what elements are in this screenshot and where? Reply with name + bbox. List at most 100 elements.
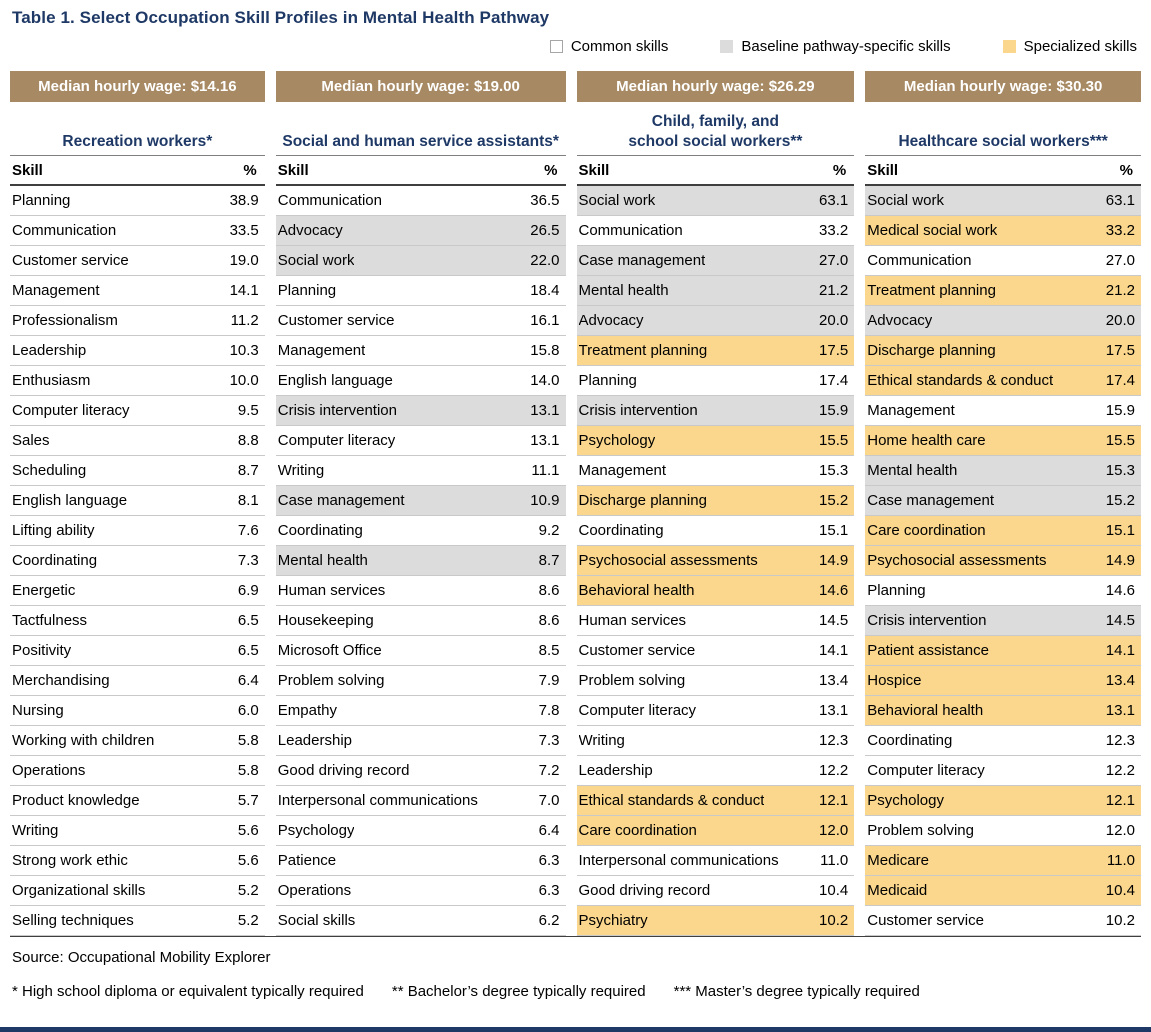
skill-row: Mental health 8.7	[275, 546, 566, 576]
legend-item: Common skills	[549, 38, 668, 55]
skill-row: Case management 27.0	[576, 246, 855, 276]
percent-cell: 10.3	[229, 342, 259, 359]
skill-cell: Working with children	[12, 732, 155, 749]
skill-row: Human services 8.6	[275, 576, 566, 606]
skill-row: Customer service 19.0	[10, 246, 265, 276]
skill-row: Communication 33.5	[10, 216, 265, 246]
skill-row: Interpersonal communications 11.0	[576, 846, 855, 876]
skill-cell: Treatment planning	[867, 282, 996, 299]
percent-cell: 10.2	[819, 912, 849, 929]
skill-cell: Leadership	[12, 342, 87, 359]
percent-cell: 14.1	[819, 642, 849, 659]
percent-cell: 33.2	[819, 222, 849, 239]
column-header-row: Skill %	[10, 156, 265, 186]
skill-cell: Advocacy	[277, 222, 343, 239]
percent-cell: 14.9	[1105, 552, 1135, 569]
skill-row: Communication 33.2	[576, 216, 855, 246]
wage-banner: Median hourly wage: $26.29	[576, 71, 855, 102]
skill-cell: Positivity	[12, 642, 72, 659]
column-header-row: Skill %	[275, 156, 566, 186]
skill-cell: Problem solving	[578, 672, 686, 689]
percent-cell: 15.1	[819, 522, 849, 539]
skill-row: Ethical standards & conduct 17.4	[865, 366, 1141, 396]
skill-row: Crisis intervention 14.5	[865, 606, 1141, 636]
percent-cell: 6.3	[538, 882, 560, 899]
occupation-title: Healthcare social workers***	[865, 111, 1141, 156]
skill-cell: Writing	[277, 462, 325, 479]
percent-cell: 12.3	[819, 732, 849, 749]
skill-cell: Writing	[12, 822, 59, 839]
skill-cell: Ethical standards & conduct	[867, 372, 1054, 389]
skill-cell: Customer service	[277, 312, 395, 329]
bottom-accent-bar	[0, 1027, 1151, 1032]
skill-row: Ethical standards & conduct 12.1	[576, 786, 855, 816]
percent-cell: 14.1	[1105, 642, 1135, 659]
skill-row: Sales 8.8	[10, 426, 265, 456]
skill-row: Computer literacy 9.5	[10, 396, 265, 426]
skill-cell: Crisis intervention	[578, 402, 698, 419]
skill-cell: Treatment planning	[578, 342, 708, 359]
skill-cell: Psychology	[867, 792, 944, 809]
percent-cell: 17.5	[1105, 342, 1135, 359]
skill-cell: Nursing	[12, 702, 64, 719]
percent-cell: 63.1	[1105, 192, 1135, 209]
skill-row: English language 14.0	[275, 366, 566, 396]
percent-cell: 15.9	[819, 402, 849, 419]
percent-cell: 14.6	[1105, 582, 1135, 599]
legend: Common skills Baseline pathway-specific …	[10, 38, 1137, 55]
percent-cell: 6.2	[538, 912, 560, 929]
percent-cell: 27.0	[1105, 252, 1135, 269]
skill-row: Treatment planning 17.5	[576, 336, 855, 366]
skill-cell: Social work	[277, 252, 355, 269]
skill-row: Tactfulness 6.5	[10, 606, 265, 636]
skill-cell: Strong work ethic	[12, 852, 128, 869]
skill-row: Customer service 16.1	[275, 306, 566, 336]
skill-cell: Patient assistance	[867, 642, 989, 659]
skill-row: Interpersonal communications 7.0	[275, 786, 566, 816]
skill-row: Merchandising 6.4	[10, 666, 265, 696]
skill-cell: Social work	[578, 192, 656, 209]
percent-cell: 15.5	[819, 432, 849, 449]
percent-cell: 17.4	[819, 372, 849, 389]
percent-cell: 7.3	[538, 732, 560, 749]
skill-row: Leadership 7.3	[275, 726, 566, 756]
skill-row: Treatment planning 21.2	[865, 276, 1141, 306]
skill-row: Working with children 5.8	[10, 726, 265, 756]
percent-cell: 5.8	[237, 762, 259, 779]
skill-cell: Psychiatry	[578, 912, 648, 929]
skill-cell: Behavioral health	[578, 582, 695, 599]
percent-cell: 8.6	[538, 612, 560, 629]
percent-cell: 18.4	[530, 282, 560, 299]
skill-cell: Mental health	[277, 552, 368, 569]
percent-cell: 6.0	[237, 702, 259, 719]
percent-cell: 14.0	[530, 372, 560, 389]
legend-item: Baseline pathway-specific skills	[720, 38, 951, 55]
skills-table: Median hourly wage: $14.16 Recreation wo…	[10, 71, 1141, 936]
skill-cell: Psychosocial assessments	[578, 552, 758, 569]
skill-row: Leadership 12.2	[576, 756, 855, 786]
skill-cell: Crisis intervention	[867, 612, 987, 629]
percent-cell: 15.9	[1105, 402, 1135, 419]
skill-cell: Ethical standards & conduct	[578, 792, 765, 809]
skill-cell: Medicare	[867, 852, 929, 869]
percent-cell: 12.2	[819, 762, 849, 779]
skill-cell: Communication	[12, 222, 117, 239]
skill-row: Energetic 6.9	[10, 576, 265, 606]
skill-cell: Psychology	[578, 432, 656, 449]
percent-column-header: %	[243, 162, 257, 179]
skill-cell: Discharge planning	[867, 342, 996, 359]
percent-column-header: %	[832, 162, 847, 179]
skill-cell: Professionalism	[12, 312, 118, 329]
skill-row: Organizational skills 5.2	[10, 876, 265, 906]
skill-cell: Case management	[277, 492, 405, 509]
skill-row: Psychology 12.1	[865, 786, 1141, 816]
skill-row: Psychiatry 10.2	[576, 906, 855, 936]
skill-row: Advocacy 26.5	[275, 216, 566, 246]
percent-cell: 38.9	[229, 192, 259, 209]
skill-cell: Medical social work	[867, 222, 998, 239]
skill-cell: Computer literacy	[277, 432, 396, 449]
wage-label: Median hourly wage: $30.30	[903, 78, 1103, 95]
percent-cell: 8.5	[538, 642, 560, 659]
percent-cell: 12.0	[1105, 822, 1135, 839]
legend-item: Specialized skills	[1002, 38, 1137, 55]
